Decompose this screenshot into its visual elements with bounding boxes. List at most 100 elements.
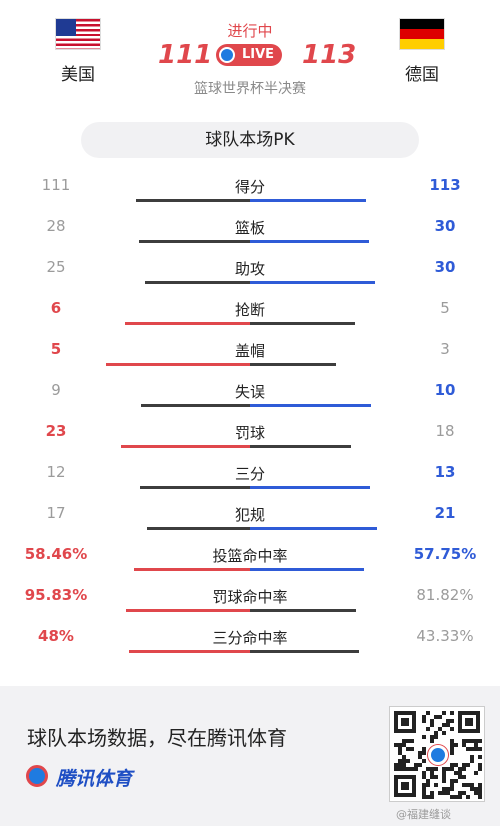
away-stat-value: 30 [434,217,456,235]
qr-module [462,783,466,787]
away-stat-value: 10 [434,381,456,399]
away-stat-bar [250,527,377,530]
qr-code[interactable] [389,706,485,802]
home-team-name: 美国 [61,65,95,85]
away-stat-value: 113 [429,176,461,194]
qr-module [466,739,470,743]
brand-name: 腾讯体育 [56,768,133,790]
qr-module [466,747,470,751]
home-stat-bar [126,609,250,612]
away-stat-bar [250,322,355,325]
qr-module [458,775,462,779]
qr-module [398,751,402,755]
stats-table: 111 得分 113 28 篮板 30 25 助攻 30 6 抢断 5 5 盖帽 3 9 失误 10 23 罚球 18 1… [0,170,500,662]
qr-module [462,739,466,743]
stat-label: 犯规 [234,506,265,524]
qr-module [418,751,422,755]
qr-module [446,787,450,791]
qr-module [458,795,462,799]
stat-label: 篮板 [234,219,265,237]
basketball-logo-icon [26,765,48,787]
qr-module [474,743,478,747]
qr-finder [394,775,416,797]
away-stat-bar [250,199,366,202]
qr-module [474,747,478,751]
qr-module [402,763,406,767]
away-team[interactable]: 德国 [382,18,462,85]
qr-basketball-icon [428,745,448,765]
qr-module [430,775,434,779]
qr-module [398,763,402,767]
qr-module [446,719,450,723]
home-stat-value: 111 [41,176,71,194]
stat-row: 12 三分 13 [0,457,500,498]
qr-module [394,743,398,747]
usa-flag-icon [55,18,101,50]
home-stat-bar [121,445,250,448]
qr-module [462,763,466,767]
qr-module [466,783,470,787]
qr-module [438,727,442,731]
stat-label: 罚球 [234,424,265,442]
qr-module [470,739,474,743]
qr-module [430,771,434,775]
qr-module [430,739,434,743]
qr-module [458,771,462,775]
qr-module [426,795,430,799]
away-stat-bar [250,609,356,612]
home-stat-bar [140,486,250,489]
live-badge[interactable]: LIVE [216,44,282,66]
qr-module [478,791,482,795]
qr-module [422,747,426,751]
home-stat-value: 5 [50,340,62,358]
qr-module [414,767,418,771]
away-stat-bar [250,650,359,653]
stat-label: 盖帽 [234,342,265,360]
stat-row: 28 篮板 30 [0,211,500,252]
qr-module [458,767,462,771]
home-stat-value: 6 [50,299,62,317]
away-stat-value: 3 [440,340,450,358]
qr-module [402,743,406,747]
qr-module [406,747,410,751]
home-stat-bar [129,650,250,653]
qr-module [398,747,402,751]
qr-module [450,763,454,767]
qr-module [430,767,434,771]
qr-module [402,759,406,763]
home-stat-value: 23 [45,422,67,440]
qr-module [422,771,426,775]
qr-module [402,739,406,743]
home-team[interactable]: 美国 [38,18,118,85]
qr-module [426,783,430,787]
stat-label: 罚球命中率 [212,588,288,606]
qr-module [442,779,446,783]
qr-module [414,763,418,767]
qr-module [474,771,478,775]
live-label: LIVE [242,47,275,62]
qr-module [406,767,410,771]
stat-row: 17 犯规 21 [0,498,500,539]
home-stat-value: 25 [46,258,66,276]
qr-module [442,711,446,715]
qr-module [442,775,446,779]
away-stat-bar [250,363,336,366]
away-stat-bar [250,404,371,407]
qr-module [450,787,454,791]
away-stat-value: 18 [435,422,455,440]
home-stat-bar [145,281,250,284]
match-title: 篮球世界杯半决赛 [194,81,306,97]
qr-module [418,755,422,759]
qr-module [450,779,454,783]
home-stat-value: 28 [46,217,66,235]
qr-module [406,759,410,763]
stat-row: 111 得分 113 [0,170,500,211]
stat-label: 抢断 [234,301,265,319]
stat-label: 助攻 [234,260,265,278]
qr-module [478,739,482,743]
home-stat-bar [139,240,250,243]
away-stat-bar [250,445,351,448]
stat-row: 6 抢断 5 [0,293,500,334]
home-stat-value: 17 [46,504,66,522]
team-pk-title: 球队本场PK [81,122,419,158]
